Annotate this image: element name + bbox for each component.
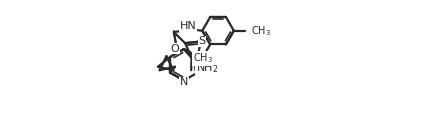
Text: NH$_2$: NH$_2$ (196, 61, 218, 75)
Text: N: N (180, 77, 188, 87)
Text: S: S (198, 36, 206, 46)
Text: CH$_3$: CH$_3$ (251, 24, 271, 38)
Text: O: O (170, 44, 179, 54)
Text: HN: HN (180, 21, 197, 31)
Text: CH$_3$: CH$_3$ (193, 51, 213, 65)
